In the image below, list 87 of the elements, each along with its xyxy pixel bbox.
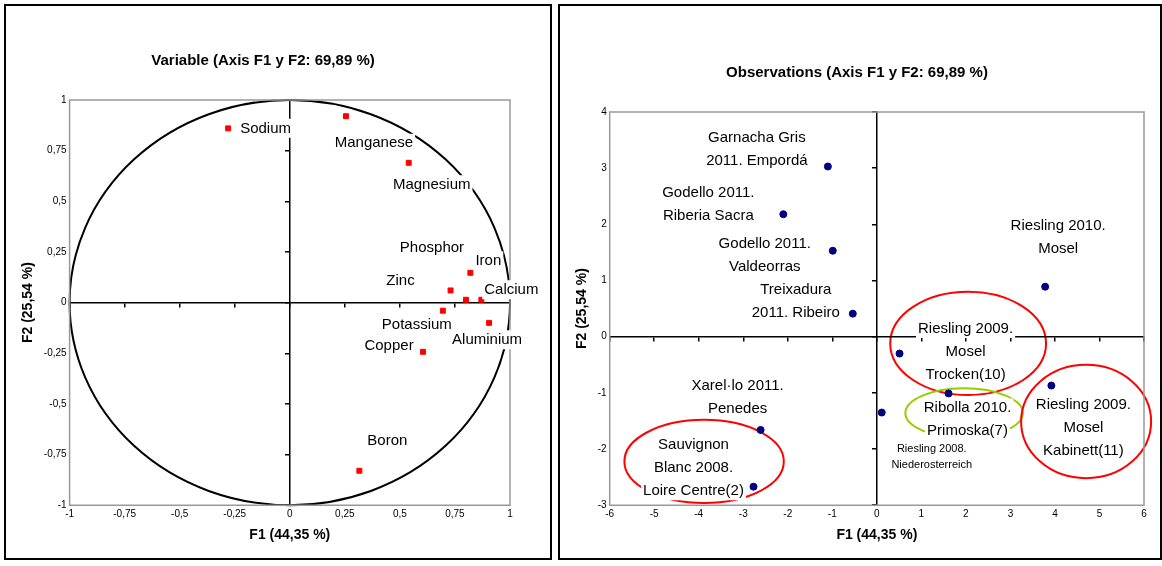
x-tick-label: 0,5	[392, 507, 408, 519]
point	[356, 467, 363, 474]
point	[779, 210, 788, 219]
point	[439, 307, 446, 314]
y-tick-label: 0,5	[52, 195, 68, 207]
x-tick-label: -3	[738, 507, 749, 519]
x-tick-label: 1	[507, 507, 514, 519]
point	[1041, 282, 1050, 291]
y-tick-label: -0,5	[49, 397, 68, 409]
annotation: Potassium	[381, 314, 452, 332]
y-tick-label: -1	[597, 386, 608, 398]
point	[823, 162, 832, 171]
annotation: Riesling 2008. Niederosterreich	[891, 441, 973, 470]
y-tick-label: 4	[601, 105, 608, 117]
y-axis-title: F2 (25,54 %)	[19, 262, 36, 344]
annotation: Treixadura 2011. Ribeiro	[751, 280, 840, 321]
annotation: Boron	[367, 430, 408, 448]
point	[342, 113, 349, 120]
x-tick-label: 3	[1007, 507, 1014, 519]
point	[756, 425, 765, 434]
y-tick-label: 3	[601, 161, 608, 173]
x-tick-label: 6	[1141, 507, 1148, 519]
point	[447, 287, 454, 294]
annotation: Sauvignon Blanc 2008. Loire Centre(2)	[643, 434, 744, 498]
point	[486, 319, 493, 326]
x-tick-label: -0,5	[171, 507, 189, 519]
annotation: Calcium	[484, 279, 539, 297]
chart-title: Variable (Axis F1 y F2: 69,89 %)	[151, 51, 375, 69]
x-tick-label: 2	[963, 507, 970, 519]
x-tick-label: 0	[287, 507, 294, 519]
annotation: Iron	[475, 250, 502, 268]
x-axis-title: F1 (44,35 %)	[836, 526, 918, 543]
annotation: Riesling 2009. Mosel Kabinett(11)	[1035, 394, 1131, 458]
annotation: Xarel·lo 2011. Penedes	[691, 375, 784, 416]
point	[944, 389, 953, 398]
point	[828, 246, 837, 255]
x-axis-title: F1 (44,35 %)	[249, 526, 331, 543]
point	[749, 482, 758, 491]
x-tick-label: -1	[827, 507, 838, 519]
annotation: Magnesium	[392, 174, 471, 192]
x-tick-label: -0,75	[113, 507, 137, 519]
point	[1047, 381, 1056, 390]
point	[848, 309, 857, 318]
annotation: Ribolla 2010. Primoska(7)	[923, 398, 1012, 439]
annotation: Garnacha Gris 2011. Empordá	[706, 128, 809, 169]
point	[467, 269, 474, 276]
y-tick-label: -3	[597, 498, 608, 510]
y-tick-label: 0	[601, 330, 608, 342]
point	[405, 159, 412, 166]
x-tick-label: -4	[694, 507, 704, 519]
x-tick-label: 4	[1052, 507, 1059, 519]
annotation: Riesling 2009. Mosel Trocken(10)	[918, 318, 1014, 382]
y-tick-label: 1	[61, 93, 68, 105]
y-tick-label: 0	[61, 296, 68, 308]
y-tick-label: -0,25	[43, 347, 68, 358]
annotation: Aluminium	[452, 330, 523, 347]
y-tick-label: 0,25	[47, 245, 68, 257]
x-tick-label: -5	[649, 507, 660, 519]
annotation: Riesling 2010. Mosel	[1010, 216, 1106, 257]
y-tick-label: 0,75	[47, 144, 68, 156]
y-tick-label: 1	[601, 274, 608, 286]
point	[877, 408, 886, 417]
annotation: Zinc	[386, 270, 416, 288]
point	[462, 296, 469, 303]
annotation: Godello 2011. Riberia Sacra	[662, 182, 755, 223]
y-tick-label: -0,75	[43, 448, 68, 460]
annotation: Phosphor	[399, 237, 465, 255]
y-axis-title: F2 (25,54 %)	[573, 268, 590, 350]
x-tick-label: 0,25	[335, 507, 356, 519]
x-tick-label: 0	[874, 507, 881, 519]
point	[225, 125, 232, 132]
point	[895, 349, 904, 358]
annotation: Sodium	[240, 118, 291, 136]
x-tick-label: 1	[918, 507, 925, 519]
x-tick-label: -2	[783, 507, 793, 519]
x-tick-label: 0,75	[445, 507, 466, 519]
x-tick-label: 5	[1096, 507, 1103, 519]
annotation: Copper	[364, 335, 414, 353]
y-tick-label: -1	[57, 498, 68, 510]
y-tick-label: 2	[601, 218, 608, 230]
y-tick-label: -2	[597, 442, 608, 454]
chart-title: Observations (Axis F1 y F2: 69,89 %)	[726, 63, 988, 81]
annotation: Manganese	[334, 133, 414, 151]
x-tick-label: -6	[605, 507, 615, 519]
annotation: Godello 2011. Valdeorras	[718, 234, 811, 275]
x-tick-label: -0,25	[223, 507, 247, 519]
point	[420, 348, 426, 355]
